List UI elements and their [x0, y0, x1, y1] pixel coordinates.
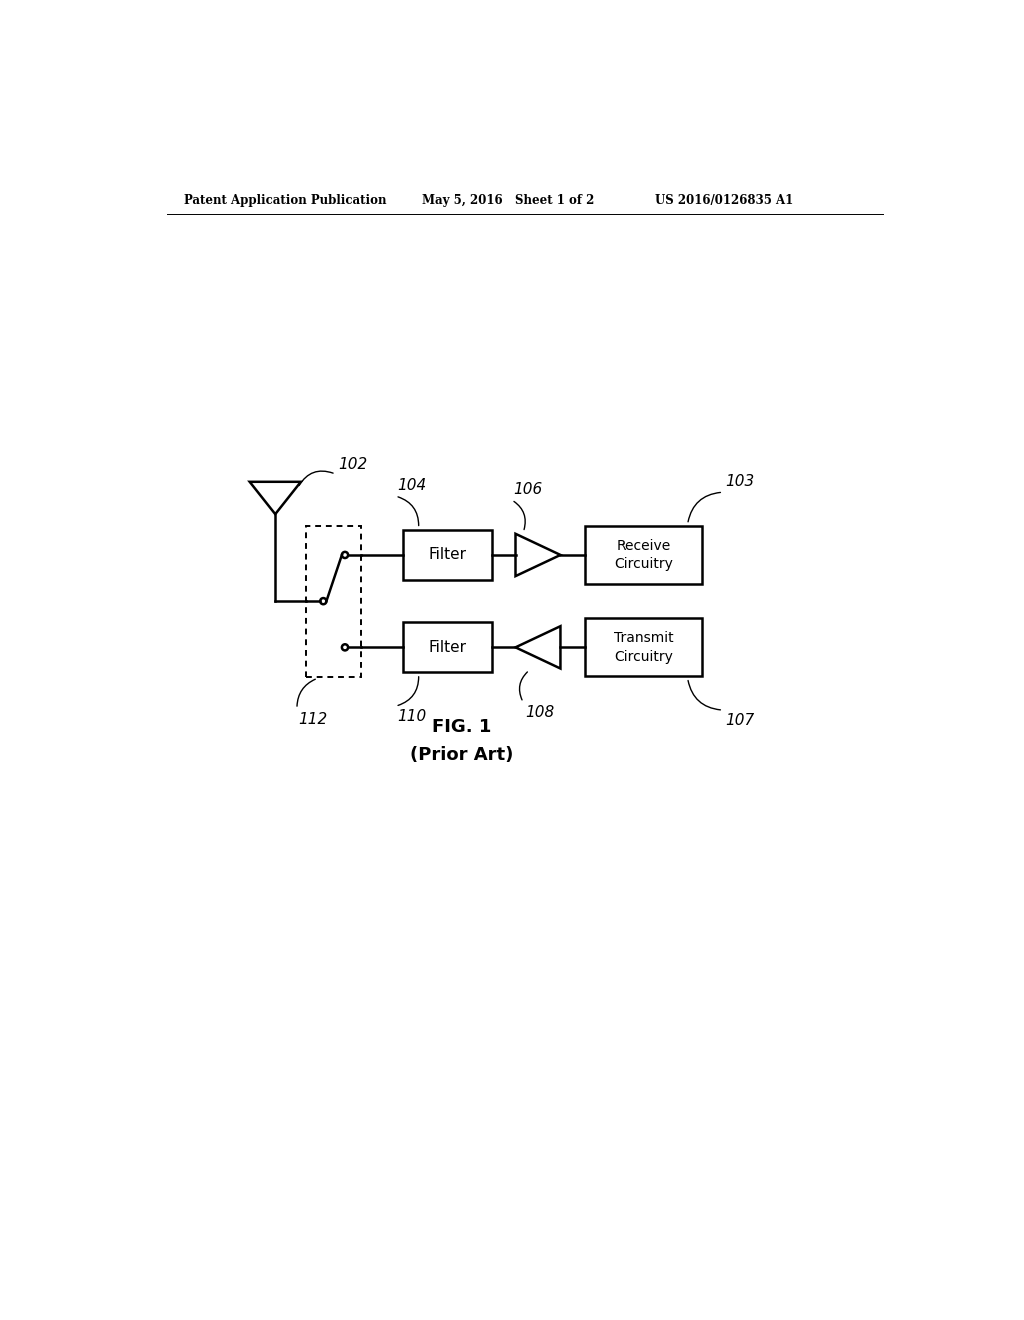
Text: FIG. 1: FIG. 1 — [431, 718, 490, 735]
Bar — [306, 525, 360, 677]
Text: May 5, 2016   Sheet 1 of 2: May 5, 2016 Sheet 1 of 2 — [423, 194, 595, 207]
Text: Receive
Circuitry: Receive Circuitry — [614, 539, 673, 572]
Text: 112: 112 — [299, 711, 328, 727]
Bar — [403, 622, 493, 672]
Bar — [586, 527, 701, 583]
Text: US 2016/0126835 A1: US 2016/0126835 A1 — [655, 194, 794, 207]
Text: 104: 104 — [397, 478, 426, 492]
Text: Patent Application Publication: Patent Application Publication — [183, 194, 386, 207]
Text: 102: 102 — [338, 457, 368, 471]
Text: Filter: Filter — [429, 548, 467, 562]
Text: Filter: Filter — [429, 640, 467, 655]
Text: 103: 103 — [725, 474, 754, 490]
Text: 107: 107 — [725, 713, 754, 729]
Text: Transmit
Circuitry: Transmit Circuitry — [613, 631, 673, 664]
Text: 106: 106 — [513, 482, 543, 496]
Bar — [403, 529, 493, 579]
Text: 108: 108 — [524, 705, 554, 721]
Text: 110: 110 — [397, 709, 426, 725]
Bar — [586, 619, 701, 676]
Text: (Prior Art): (Prior Art) — [410, 746, 513, 764]
